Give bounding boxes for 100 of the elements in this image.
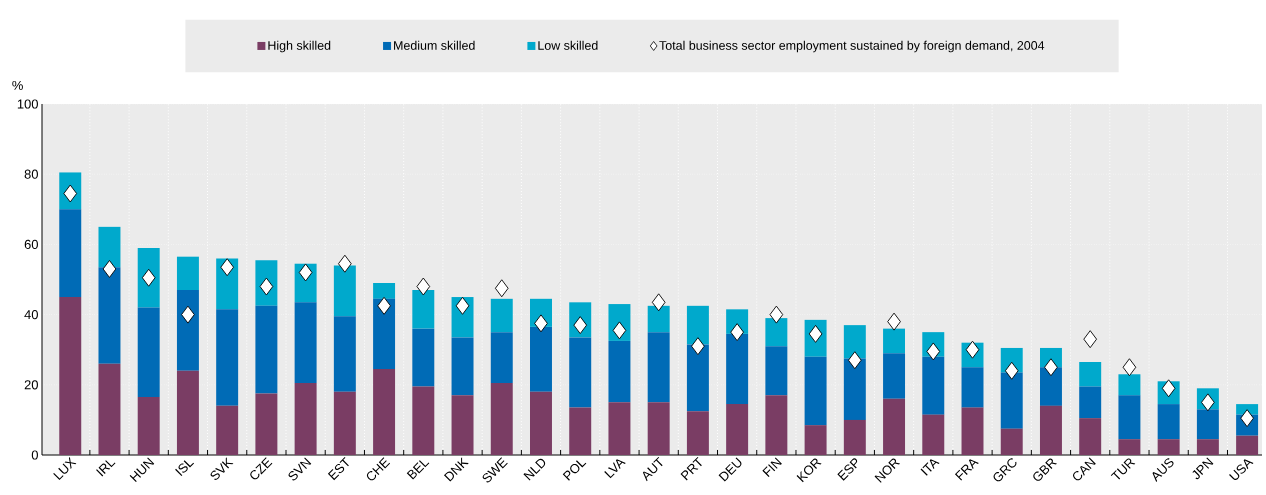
x-tick-label: ISL [175, 460, 195, 476]
bar [1196, 439, 1219, 455]
legend-label: Medium skilled [394, 40, 475, 50]
bar [647, 402, 670, 455]
bar [1157, 439, 1180, 455]
bar [883, 328, 906, 354]
bar [608, 402, 631, 455]
bar [451, 337, 474, 396]
y-tick-label: 20 [24, 380, 38, 390]
bar [647, 305, 670, 333]
bar [59, 209, 82, 298]
bar [490, 332, 513, 384]
bar [569, 337, 592, 408]
x-tick-label: TUR [1110, 458, 1136, 480]
y-axis-title: % [12, 80, 23, 90]
legend-label: High skilled [268, 40, 331, 53]
bar [1196, 409, 1219, 440]
bar [726, 333, 749, 405]
bar [1000, 428, 1023, 455]
bar [843, 325, 866, 359]
bar [294, 302, 317, 384]
point [416, 277, 431, 296]
x-tick-label: ITA [920, 459, 940, 476]
bar [569, 407, 592, 455]
bar [255, 305, 278, 394]
point [769, 305, 784, 324]
bar [1118, 374, 1141, 396]
bar [294, 383, 317, 455]
point [1201, 393, 1215, 412]
point [102, 260, 117, 278]
bar [137, 307, 160, 398]
point [651, 293, 666, 312]
point [887, 312, 901, 331]
point [377, 296, 391, 315]
legend-label: Low skilled [538, 40, 598, 50]
bar [451, 395, 474, 455]
bar [647, 332, 670, 403]
bar [412, 290, 435, 329]
bar [137, 397, 160, 455]
bar [686, 344, 709, 412]
bar [1118, 395, 1141, 440]
bar [686, 411, 709, 455]
bar [216, 405, 239, 455]
bar [333, 391, 356, 455]
bar [373, 369, 396, 455]
point [1122, 358, 1137, 377]
bar [804, 425, 827, 455]
bar [883, 398, 906, 455]
y-tick-label: 60 [24, 239, 38, 249]
x-tick-label: FIN [762, 457, 782, 477]
point [534, 314, 548, 333]
x-tick-label: LVA [604, 459, 626, 479]
bar [176, 290, 199, 371]
point [691, 337, 705, 356]
bar [176, 370, 199, 455]
bar [765, 346, 788, 396]
bar [373, 298, 396, 369]
bar [1118, 439, 1141, 455]
bar [412, 386, 435, 455]
bar [961, 407, 984, 455]
bar [1039, 405, 1062, 455]
bar [922, 414, 945, 455]
y-tick-label: 40 [24, 310, 38, 320]
point [338, 254, 352, 273]
bar [530, 326, 552, 392]
bar [1079, 361, 1102, 387]
bar [961, 367, 984, 408]
x-tick-label: USA [1229, 459, 1254, 480]
bar [843, 419, 866, 455]
bar [1039, 367, 1062, 406]
bar [843, 358, 866, 420]
point [730, 323, 744, 342]
legend-label: Total business sector employment sustained by foreign demand, 2004 [659, 40, 1045, 53]
bar [255, 393, 278, 455]
bar [922, 356, 945, 415]
bar [176, 256, 199, 291]
bar [98, 267, 121, 364]
point [1044, 358, 1058, 377]
bar [686, 305, 709, 345]
bar [765, 395, 788, 455]
bar [98, 226, 121, 268]
bar [608, 340, 631, 403]
x-tick-label: IRL [96, 460, 116, 477]
bar [1079, 386, 1102, 419]
point [848, 351, 862, 370]
bar [412, 328, 435, 387]
bar [726, 404, 749, 455]
x-tick-label: FRA [954, 459, 979, 481]
x-tick-label: POL [562, 460, 587, 481]
bar [490, 298, 513, 333]
y-tick-label: 80 [24, 169, 38, 179]
bar [373, 283, 396, 299]
bar [1236, 435, 1259, 455]
point [455, 296, 470, 315]
point [494, 279, 509, 298]
bar [804, 356, 827, 426]
point [181, 305, 195, 324]
point [298, 263, 313, 282]
point [1083, 330, 1098, 349]
bar [530, 391, 552, 455]
